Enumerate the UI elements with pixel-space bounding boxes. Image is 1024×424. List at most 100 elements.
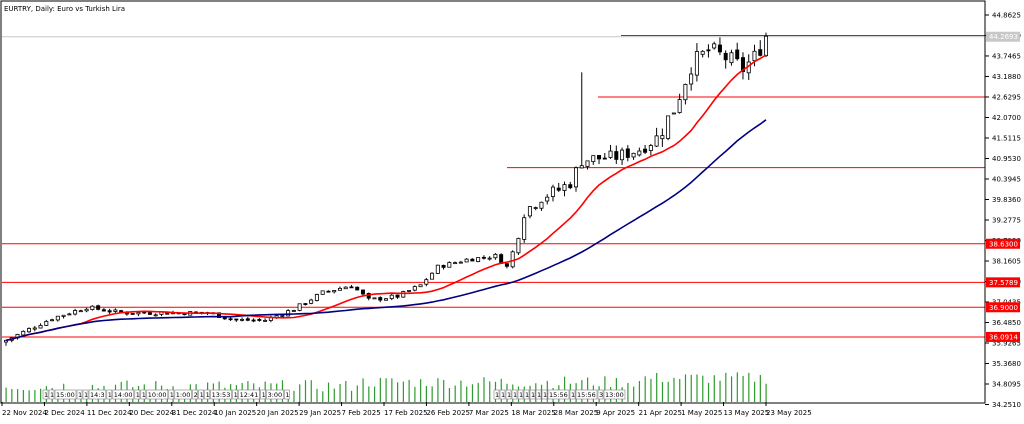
time-tick-label: 22 Nov 2024 (2, 409, 47, 417)
candle (729, 49, 734, 66)
candle (556, 182, 561, 192)
volume-bar (310, 380, 312, 402)
candle-body (527, 206, 532, 217)
volume-marker-box (260, 389, 266, 400)
volume-marker: 1 (541, 389, 548, 400)
candle (320, 290, 325, 295)
volume-bar (748, 372, 750, 402)
volume-marker-label: 1 (513, 391, 517, 399)
candle (476, 257, 481, 263)
volume-marker-box (48, 389, 55, 400)
time-tick-label: 7 Feb 2025 (342, 409, 381, 417)
price-tick-label: 42.0700 (992, 114, 1021, 122)
price-tick-label: 39.2775 (992, 217, 1021, 225)
candle (4, 339, 9, 346)
candle-body (683, 83, 688, 101)
candle (55, 315, 60, 322)
candle-body (666, 115, 671, 139)
candle (740, 52, 745, 80)
candle (309, 298, 314, 305)
chart-title: EURTRY, Daily: Euro vs Turkish Lira (4, 5, 125, 13)
candle-body (38, 325, 43, 329)
level-tag-box (986, 302, 1020, 313)
volume-marker: 13:53 (210, 389, 232, 400)
volume-marker-box (232, 389, 238, 400)
volume-marker-box (499, 389, 506, 400)
candle (735, 42, 740, 61)
volume-bar (719, 380, 721, 402)
price-tick-label: 39.8360 (992, 196, 1021, 204)
candle (758, 40, 763, 57)
price-tick-label: 42.6295 (992, 93, 1021, 101)
volume-bar (5, 387, 7, 402)
candle (130, 313, 135, 315)
volume-marker: 1 (48, 389, 55, 400)
candle-body (314, 294, 319, 301)
candle-body (597, 155, 602, 160)
candle-body (550, 186, 555, 197)
time-tick-label: 20 Jan 2025 (257, 409, 299, 417)
time-tick-label: 18 Mar 2025 (511, 409, 555, 417)
volume-marker-box (238, 389, 260, 400)
candle (602, 153, 607, 160)
candle (332, 289, 337, 294)
candle-body (458, 261, 463, 264)
candle-body (620, 149, 625, 161)
candle-body (608, 150, 613, 158)
candle-body (637, 150, 642, 156)
candle-body (499, 254, 504, 264)
volume-bar (339, 384, 341, 402)
candle-body (481, 256, 486, 259)
candle (21, 330, 26, 336)
candle (61, 314, 66, 319)
volume-marker-box (603, 389, 626, 400)
volume-marker-label: 1 (519, 391, 523, 399)
candle (671, 112, 676, 115)
candle-body (539, 201, 544, 209)
volume-marker-label: 1 (108, 391, 112, 399)
price-tick-label: 43.7465 (992, 52, 1021, 60)
candle (648, 143, 653, 156)
candle-body (464, 258, 469, 263)
volume-marker-label: 1 (84, 391, 88, 399)
candle-body (50, 319, 55, 322)
candle (107, 308, 112, 315)
volume-bar (673, 377, 675, 402)
level-tag-box (986, 238, 1020, 249)
volume-marker: 13:00 (603, 389, 626, 400)
candle-body (631, 152, 636, 158)
candle-body (510, 251, 515, 268)
candle (608, 144, 613, 159)
volume-bar (460, 380, 462, 402)
candle (297, 303, 302, 312)
volume-marker: 1 (529, 389, 536, 400)
volume-bar (362, 378, 364, 402)
candle (286, 309, 291, 317)
volume-marker-box (575, 389, 598, 400)
price-tick-label: 43.1880 (992, 73, 1021, 81)
volume-bar (483, 377, 485, 402)
candle-body (107, 310, 112, 313)
candle (574, 166, 579, 192)
volume-marker-label: 1 (285, 391, 289, 399)
candle (620, 147, 625, 165)
volume-marker: 1 (134, 389, 141, 400)
volume-marker-label: 15 (507, 391, 515, 399)
current-price-box (986, 31, 1020, 42)
price-tick-label: 38.1605 (992, 258, 1021, 266)
candle-body (764, 35, 769, 57)
volume-bar (563, 376, 566, 402)
candle-body (78, 310, 83, 313)
current-price-tag: 44.2693 (986, 31, 1020, 42)
candle (527, 205, 532, 219)
volume-bar (753, 381, 756, 402)
candle-body (332, 289, 337, 293)
candle (637, 147, 642, 157)
volume-marker-label: 14:3 (90, 391, 105, 399)
candle (67, 312, 72, 316)
volume-marker-box (204, 389, 210, 400)
volume-marker: 1 (511, 389, 518, 400)
volume-bar (489, 381, 491, 402)
candle (73, 308, 78, 316)
volume-marker: 2 (192, 389, 198, 400)
